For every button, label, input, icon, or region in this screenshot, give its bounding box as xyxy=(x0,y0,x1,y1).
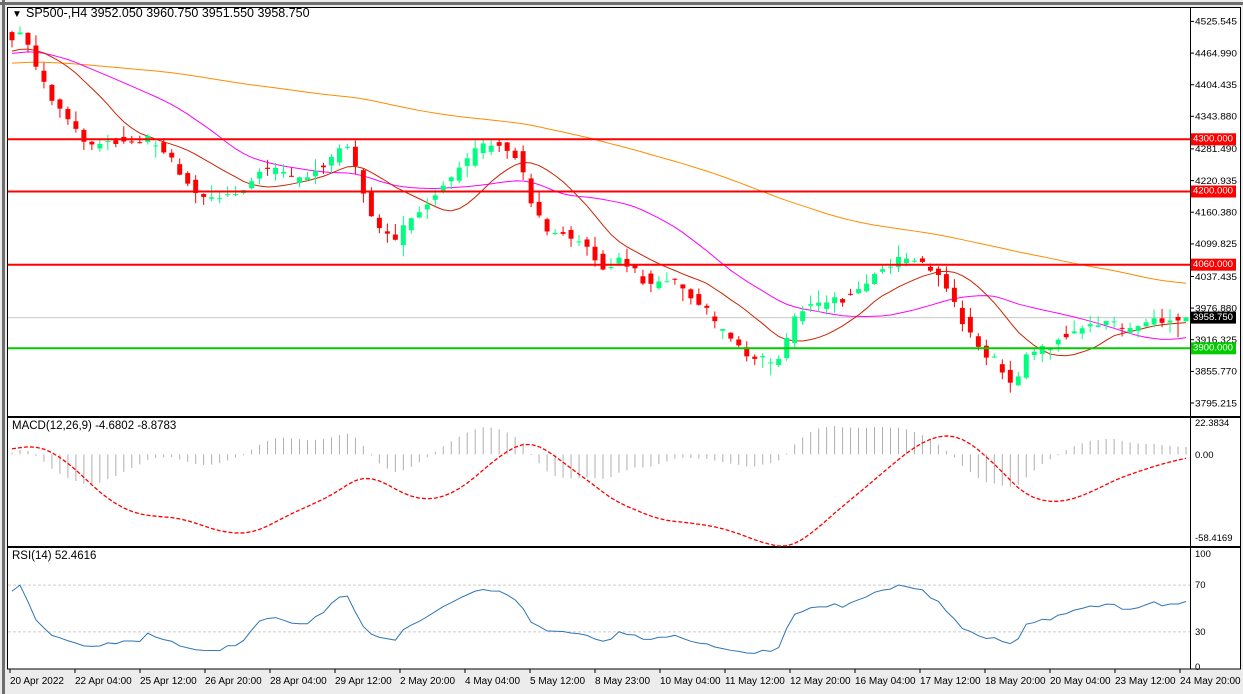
svg-text:17 May 12:00: 17 May 12:00 xyxy=(920,676,981,687)
svg-text:70: 70 xyxy=(1195,580,1206,591)
svg-text:22.3834: 22.3834 xyxy=(1195,418,1229,429)
svg-text:4281.490: 4281.490 xyxy=(1195,144,1237,155)
svg-text:3900.000: 3900.000 xyxy=(1193,343,1233,354)
svg-text:-58.4169: -58.4169 xyxy=(1195,533,1233,544)
svg-text:3795.215: 3795.215 xyxy=(1195,398,1237,409)
svg-text:4200.000: 4200.000 xyxy=(1193,186,1233,197)
svg-text:4037.435: 4037.435 xyxy=(1195,272,1237,283)
svg-text:4099.825: 4099.825 xyxy=(1195,239,1237,250)
svg-text:30: 30 xyxy=(1195,627,1206,638)
svg-text:25 Apr 12:00: 25 Apr 12:00 xyxy=(140,676,197,687)
svg-text:12 May 20:00: 12 May 20:00 xyxy=(790,676,851,687)
svg-text:RSI(14) 52.4616: RSI(14) 52.4616 xyxy=(12,550,96,562)
svg-text:3958.750: 3958.750 xyxy=(1193,312,1233,323)
svg-text:20 Apr 2022: 20 Apr 2022 xyxy=(10,676,64,687)
svg-text:22 Apr 04:00: 22 Apr 04:00 xyxy=(75,676,132,687)
svg-text:▼: ▼ xyxy=(12,9,22,20)
svg-text:28 Apr 04:00: 28 Apr 04:00 xyxy=(270,676,327,687)
svg-text:SP500-,H4 3952.050 3960.750 3: SP500-,H4 3952.050 3960.750 3951.550 395… xyxy=(26,6,310,20)
svg-text:26 Apr 20:00: 26 Apr 20:00 xyxy=(205,676,262,687)
svg-text:29 Apr 12:00: 29 Apr 12:00 xyxy=(335,676,392,687)
svg-text:4 May 04:00: 4 May 04:00 xyxy=(465,676,520,687)
svg-text:24 May 20:00: 24 May 20:00 xyxy=(1180,676,1241,687)
svg-text:5 May 12:00: 5 May 12:00 xyxy=(530,676,585,687)
svg-text:8 May 23:00: 8 May 23:00 xyxy=(595,676,650,687)
svg-text:20 May 04:00: 20 May 04:00 xyxy=(1050,676,1111,687)
svg-text:18 May 20:00: 18 May 20:00 xyxy=(985,676,1046,687)
svg-text:4160.380: 4160.380 xyxy=(1195,208,1237,219)
svg-text:4060.000: 4060.000 xyxy=(1193,259,1233,270)
svg-text:3855.770: 3855.770 xyxy=(1195,367,1237,378)
svg-text:2 May 20:00: 2 May 20:00 xyxy=(400,676,455,687)
svg-text:0.00: 0.00 xyxy=(1195,450,1214,461)
svg-text:11 May 12:00: 11 May 12:00 xyxy=(725,676,785,687)
svg-text:100: 100 xyxy=(1195,549,1211,560)
svg-text:4300.000: 4300.000 xyxy=(1193,134,1233,145)
svg-text:MACD(12,26,9) -4.6802 -8.8783: MACD(12,26,9) -4.6802 -8.8783 xyxy=(12,420,176,432)
svg-text:0: 0 xyxy=(1195,662,1200,673)
svg-text:4464.990: 4464.990 xyxy=(1195,48,1237,59)
svg-text:4404.435: 4404.435 xyxy=(1195,80,1237,91)
svg-text:4525.545: 4525.545 xyxy=(1195,17,1237,28)
svg-text:10 May 04:00: 10 May 04:00 xyxy=(660,676,721,687)
svg-text:16 May 04:00: 16 May 04:00 xyxy=(855,676,916,687)
svg-text:4343.880: 4343.880 xyxy=(1195,112,1237,123)
svg-text:23 May 12:00: 23 May 12:00 xyxy=(1115,676,1176,687)
